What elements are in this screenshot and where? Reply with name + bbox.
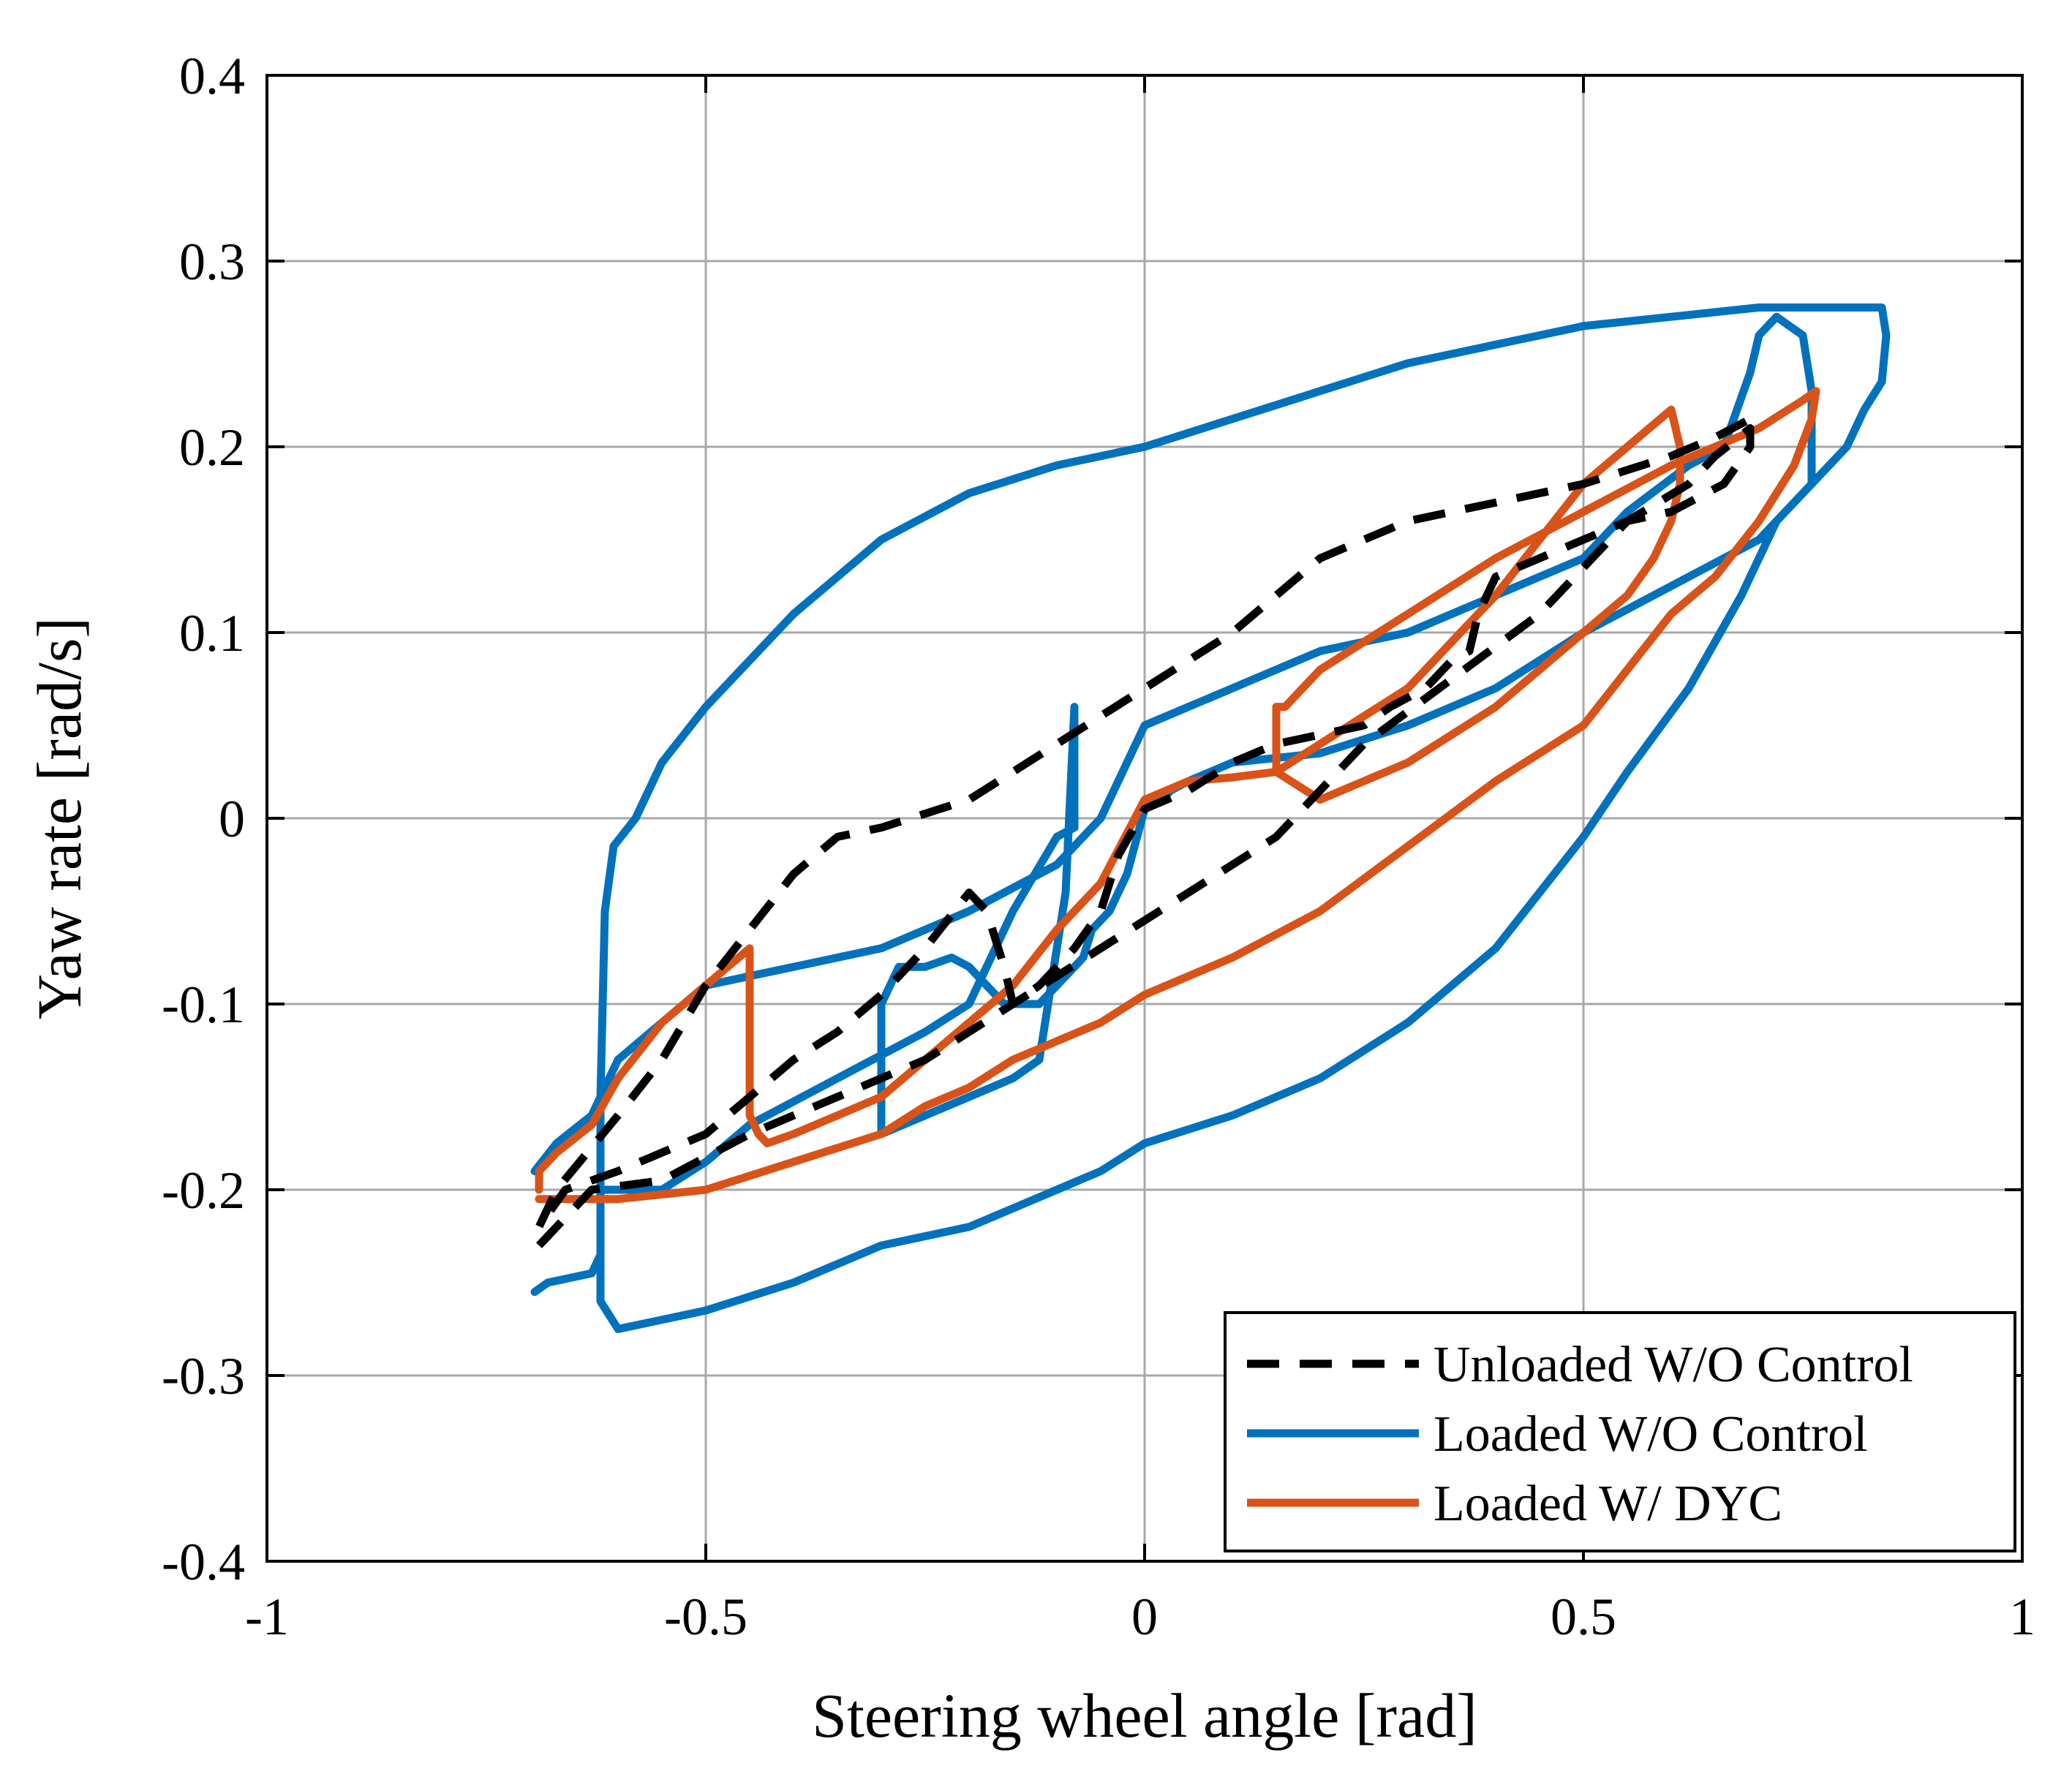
legend-label: Loaded W/ DYC: [1434, 1476, 1782, 1532]
y-tick-label: 0.1: [179, 604, 245, 663]
legend-item: Loaded W/O Control: [1247, 1406, 1868, 1463]
x-tick-label: 1: [2009, 1588, 2035, 1646]
y-axis-label: Yaw rate [rad/s]: [24, 617, 94, 1019]
legend: Unloaded W/O Control Loaded W/O Control Lo…: [1224, 1311, 2016, 1552]
legend-item: Unloaded W/O Control: [1247, 1337, 1913, 1393]
y-tick-label: 0.4: [179, 47, 245, 105]
y-tick-label: 0.2: [179, 418, 245, 477]
y-tick-label: -0.3: [162, 1347, 245, 1405]
x-tick-label: -1: [245, 1588, 289, 1646]
legend-label: Unloaded W/O Control: [1434, 1337, 1913, 1393]
y-tick-label: 0.3: [179, 233, 245, 291]
series-layer: [530, 303, 1891, 1333]
series-line-2: [535, 387, 1820, 1204]
y-tick-label: -0.1: [162, 975, 245, 1034]
y-tick-label: 0: [219, 790, 245, 848]
x-tick-label: 0: [1131, 1588, 1158, 1646]
legend-item: Loaded W/ DYC: [1247, 1476, 1782, 1532]
x-tick-label: -0.5: [664, 1588, 747, 1646]
x-axis-label: Steering wheel angle [rad]: [812, 1680, 1477, 1751]
x-tick-label: 0.5: [1551, 1588, 1616, 1646]
series-line-1: [530, 303, 1891, 1333]
series-line-0: [535, 415, 1755, 1248]
y-tick-label: -0.2: [162, 1161, 245, 1220]
y-tick-label: -0.4: [162, 1533, 245, 1591]
legend-label: Loaded W/O Control: [1434, 1406, 1868, 1463]
tick-labels: -1 -0.5 0 0.5 1 -0.4 -0.3 -0.2 -0.1 0 0.1 0.2 0.3 0.4: [162, 47, 2035, 1646]
